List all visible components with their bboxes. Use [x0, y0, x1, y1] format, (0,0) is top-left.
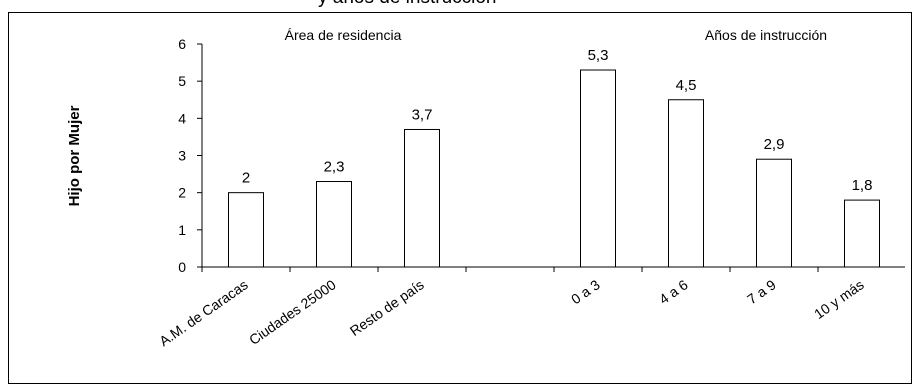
y-tick-label: 2	[178, 185, 186, 201]
y-axis-title: Hijo por Mujer	[66, 105, 83, 206]
data-label: 3,7	[412, 106, 433, 123]
data-label: 2,3	[324, 159, 345, 176]
y-tick-label: 3	[178, 148, 186, 164]
data-label: 2	[242, 170, 250, 187]
data-label: 1,8	[852, 177, 873, 194]
bar	[580, 69, 616, 268]
chart-title: y años de instrucción	[318, 0, 497, 9]
bars	[228, 69, 880, 268]
data-label: 5,3	[588, 47, 609, 64]
x-tick-label: 7 a 9	[744, 276, 779, 307]
x-tick-label: 10 y más	[811, 276, 867, 322]
bar	[316, 181, 352, 268]
x-tick-label: Ciudades 25000	[246, 276, 339, 348]
bar	[756, 158, 792, 268]
x-tick-label: A.M. de Caracas	[156, 276, 251, 349]
labels: Hijo por Mujer Área de residencia 2 A.M. de…	[66, 27, 872, 349]
bar	[844, 199, 880, 268]
y-tick-label: 5	[178, 73, 186, 89]
y-tick-label: 4	[178, 110, 186, 126]
group-label: Años de instrucción	[705, 27, 827, 43]
chart-frame	[8, 12, 912, 384]
y-tick-label: 1	[178, 222, 186, 238]
y-tick-label: 0	[178, 259, 186, 275]
axes: 0 1 2 3 4 5 6	[178, 36, 905, 275]
y-tick-label: 6	[178, 36, 186, 52]
data-label: 2,9	[764, 136, 785, 153]
x-tick-label: 0 a 3	[568, 276, 603, 307]
bar	[668, 99, 704, 268]
group-label: Área de residencia	[285, 27, 402, 43]
x-tick-label: 4 a 6	[656, 276, 691, 307]
x-tick-label: Resto de país	[347, 276, 427, 339]
data-label: 4,5	[676, 77, 697, 94]
bar	[228, 192, 264, 268]
bar	[404, 128, 440, 268]
